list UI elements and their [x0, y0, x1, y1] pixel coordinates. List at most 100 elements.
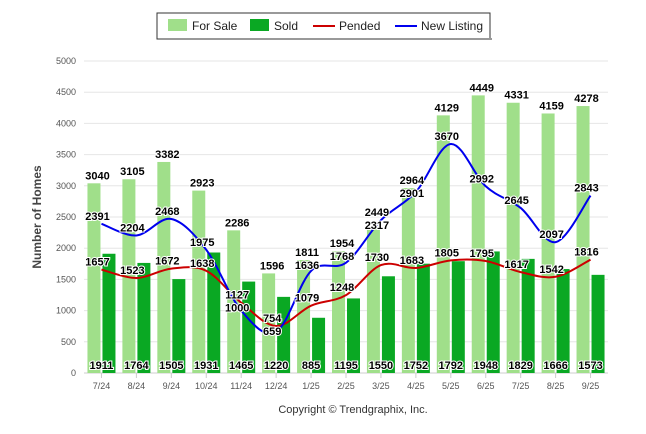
copyright: Copyright © Trendgraphix, Inc. [278, 404, 427, 416]
bar-sold [137, 262, 151, 373]
label-new-listing: 659 [263, 326, 281, 338]
label-pended: 1730 [365, 252, 389, 264]
bar-sold [207, 252, 221, 373]
bar-sold [591, 274, 605, 373]
label-for-sale: 2286 [225, 217, 249, 229]
bar-for-sale [227, 230, 241, 373]
x-tick-label: 7/24 [93, 381, 111, 391]
label-new-listing: 2391 [85, 211, 109, 223]
label-for-sale: 1596 [260, 260, 284, 272]
bar-sold [416, 263, 430, 373]
legend-label-new-listing[interactable]: New Listing [421, 19, 483, 33]
legend-label-for-sale[interactable]: For Sale [192, 19, 238, 33]
label-new-listing: 2449 [365, 207, 389, 219]
y-tick-label: 3000 [56, 181, 76, 191]
x-tick-label: 3/25 [372, 381, 390, 391]
label-new-listing: 2843 [574, 183, 598, 195]
bar-for-sale [471, 95, 485, 374]
bar-for-sale [436, 115, 450, 373]
grid [84, 60, 608, 374]
y-tick-label: 0 [71, 368, 76, 378]
label-sold: 1911 [90, 360, 114, 372]
bar-for-sale [122, 179, 136, 373]
x-tick-label: 12/24 [265, 381, 288, 391]
label-pended: 1523 [120, 265, 144, 277]
x-tick-label: 2/25 [337, 381, 355, 391]
bar-for-sale [157, 161, 171, 373]
label-new-listing: 2204 [120, 222, 145, 234]
label-sold: 1931 [194, 360, 218, 372]
label-pended: 1805 [435, 247, 459, 259]
label-sold: 1752 [404, 360, 428, 372]
label-new-listing: 2992 [469, 173, 493, 185]
label-for-sale: 3040 [85, 170, 109, 182]
bar-for-sale [401, 188, 415, 373]
x-tick-label: 5/25 [442, 381, 460, 391]
label-for-sale: 4331 [504, 90, 528, 102]
label-new-listing: 1000 [225, 303, 249, 315]
label-new-listing: 2468 [155, 206, 179, 218]
label-pended: 1816 [574, 247, 598, 259]
label-new-listing: 2097 [539, 229, 563, 241]
label-sold: 1948 [473, 360, 497, 372]
label-pended: 1657 [85, 257, 109, 269]
y-tick-label: 2000 [56, 243, 76, 253]
label-for-sale: 3105 [120, 166, 144, 178]
y-tick-label: 4500 [56, 87, 76, 97]
label-for-sale: 2964 [400, 175, 425, 187]
bar-sold [486, 251, 500, 373]
line-pended [101, 258, 591, 327]
x-tick-label: 8/25 [547, 381, 565, 391]
y-tick-label: 3500 [56, 150, 76, 160]
y-tick-label: 1000 [56, 306, 76, 316]
bar-for-sale [297, 259, 311, 373]
label-new-listing: 1768 [330, 251, 354, 263]
bar-sold [312, 317, 326, 373]
legend-label-sold[interactable]: Sold [274, 19, 298, 33]
y-tick-label: 5000 [56, 56, 76, 66]
x-axis: 7/24 8/24 9/24 10/24 11/24 12/24 1/25 2/25 3/25 4… [93, 373, 600, 391]
bar-for-sale [576, 106, 590, 374]
label-sold: 1764 [124, 360, 149, 372]
label-for-sale: 4159 [539, 100, 563, 112]
legend-label-pended[interactable]: Pended [339, 19, 380, 33]
label-for-sale: 1954 [330, 238, 355, 250]
label-pended: 1542 [539, 264, 563, 276]
label-sold: 1792 [439, 360, 463, 372]
label-pended: 1617 [504, 259, 528, 271]
x-tick-label: 4/25 [407, 381, 425, 391]
x-tick-label: 6/25 [477, 381, 495, 391]
bar-for-sale [366, 228, 380, 373]
label-pended: 1795 [469, 248, 493, 260]
x-tick-label: 10/24 [195, 381, 218, 391]
label-for-sale: 4278 [574, 93, 598, 105]
label-new-listing: 1975 [190, 237, 214, 249]
legend: For Sale Sold Pended New Listing [156, 12, 492, 40]
label-sold: 1550 [369, 360, 393, 372]
bar-sold [172, 279, 186, 373]
x-tick-label: 8/24 [128, 381, 146, 391]
bar-sold [381, 276, 395, 373]
bar-sold [521, 258, 535, 373]
y-tick-label: 1500 [56, 274, 76, 284]
label-sold: 1465 [229, 360, 253, 372]
label-pended: 1638 [190, 258, 214, 270]
label-new-listing: 2901 [400, 188, 424, 200]
y-axis-title: Number of Homes [30, 165, 44, 269]
label-pended: 1683 [400, 255, 424, 267]
label-for-sale: 2923 [190, 178, 214, 190]
label-new-listing: 2645 [504, 195, 528, 207]
label-sold: 1829 [508, 360, 532, 372]
label-sold: 1505 [159, 360, 183, 372]
label-sold: 1666 [543, 360, 567, 372]
label-new-listing: 1636 [295, 260, 319, 272]
bars [87, 95, 605, 374]
bar-sold [451, 261, 465, 373]
bar-sold [347, 298, 360, 373]
label-pended: 1079 [295, 293, 319, 305]
bar-sold [556, 269, 570, 373]
y-tick-label: 2500 [56, 212, 76, 222]
x-tick-label: 11/24 [230, 381, 252, 391]
x-tick-label: 9/25 [582, 381, 600, 391]
